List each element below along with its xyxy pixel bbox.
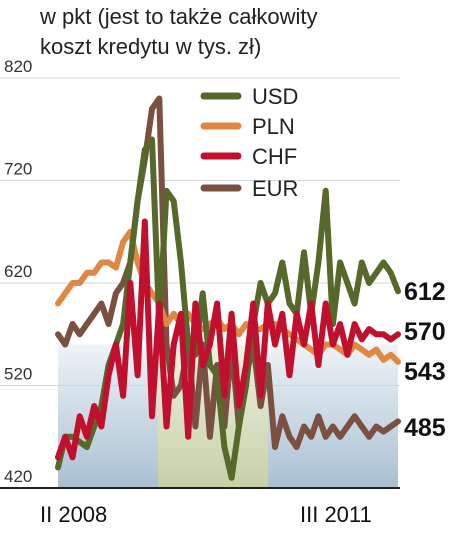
- y-tick-label: 820: [4, 57, 32, 76]
- end-value-usd: 612: [404, 278, 446, 306]
- chart-subtitle-line-1: w pkt (jest to także całkowity: [40, 4, 318, 29]
- legend-label-eur: EUR: [252, 176, 298, 201]
- x-label-start: II 2008: [40, 502, 107, 527]
- y-tick-label: 620: [4, 262, 32, 281]
- series-line-chf: [55, 218, 401, 461]
- y-tick-label: 720: [4, 160, 32, 179]
- legend-label-pln: PLN: [252, 114, 295, 139]
- y-tick-label: 420: [4, 467, 32, 486]
- chart-subtitle-line-2: koszt kredytu w tys. zł): [40, 34, 262, 59]
- legend-label-usd: USD: [252, 84, 298, 109]
- end-value-pln: 543: [404, 358, 446, 386]
- legend-label-chf: CHF: [252, 144, 297, 169]
- end-value-chf: 570: [404, 318, 446, 346]
- end-value-eur: 485: [404, 414, 446, 442]
- y-tick-label: 520: [4, 365, 32, 384]
- x-label-end: III 2011: [300, 502, 372, 527]
